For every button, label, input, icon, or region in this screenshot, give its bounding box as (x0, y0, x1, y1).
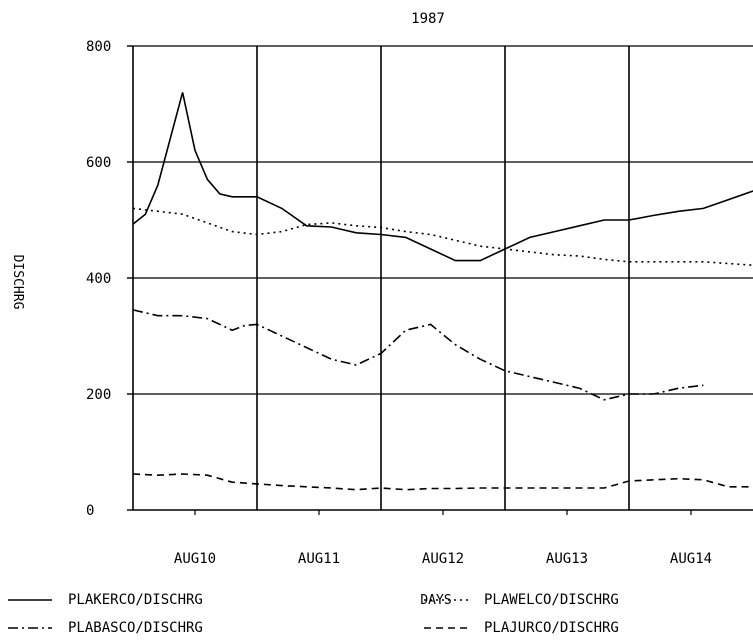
chart-grid (132, 45, 753, 511)
x-tick-label: AUG11 (298, 551, 340, 567)
y-axis-ticks: 0 200 400 600 800 (86, 39, 133, 519)
y-tick-label: 200 (86, 387, 111, 403)
legend-label: PLAKERCO/DISCHRG (68, 592, 203, 608)
legend-item: PLAKERCO/DISCHRG (8, 592, 203, 608)
chart-legend: PLAKERCO/DISCHRG PLAWELCO/DISCHRG PLABASCO… (8, 592, 619, 636)
legend-item: PLABASCO/DISCHRG (8, 620, 203, 636)
series-line (132, 92, 753, 262)
series-line (132, 309, 704, 401)
x-tick-label: AUG13 (546, 551, 588, 567)
x-axis-ticks: AUG10 AUG11 AUG12 AUG13 AUG14 (174, 510, 712, 567)
y-tick-label: 400 (86, 271, 111, 287)
series-line (132, 207, 753, 266)
chart-title: 1987 (411, 11, 445, 27)
y-axis-label: DISCHRG (10, 255, 25, 310)
x-tick-label: AUG14 (670, 551, 712, 567)
legend-label: PLAWELCO/DISCHRG (484, 592, 619, 608)
y-tick-label: 600 (86, 155, 111, 171)
legend-label: PLABASCO/DISCHRG (68, 620, 203, 636)
legend-label: PLAJURCO/DISCHRG (484, 620, 619, 636)
legend-item: PLAWELCO/DISCHRG (424, 592, 619, 608)
series-line (132, 473, 753, 491)
x-tick-label: AUG10 (174, 551, 216, 567)
y-tick-label: 0 (86, 503, 94, 519)
legend-item: PLAJURCO/DISCHRG (424, 620, 619, 636)
x-tick-label: AUG12 (422, 551, 464, 567)
y-tick-label: 800 (86, 39, 111, 55)
series-lines (132, 92, 753, 491)
